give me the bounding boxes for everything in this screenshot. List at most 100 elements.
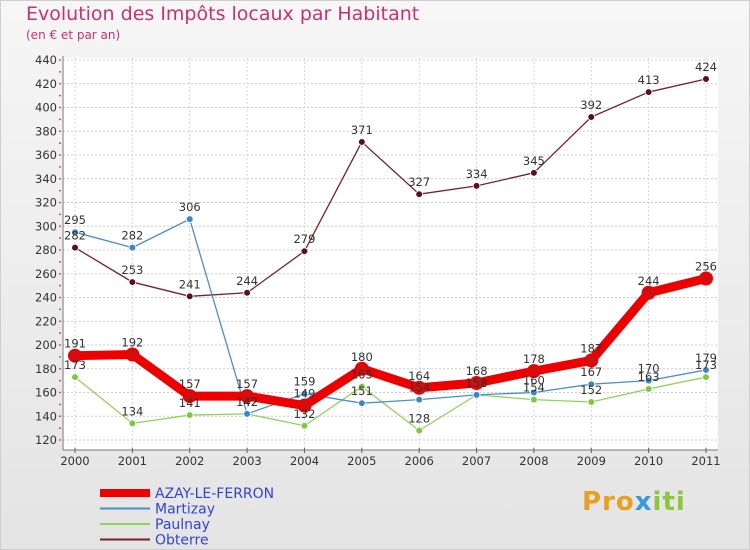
data-label: 191 — [64, 337, 86, 351]
axis-dot — [59, 415, 61, 418]
y-tick-label: 400 — [35, 101, 57, 115]
axis-dot — [59, 154, 61, 156]
data-label: 253 — [121, 263, 143, 277]
data-label: 167 — [580, 365, 602, 379]
axis-dot — [59, 284, 61, 287]
data-label: 151 — [351, 384, 373, 398]
axis-dot — [59, 344, 61, 346]
y-tick-label: 240 — [35, 291, 57, 305]
data-label: 154 — [408, 381, 430, 395]
series-line-obterre — [74, 78, 707, 297]
axis-dot — [59, 355, 61, 358]
data-label: 282 — [64, 229, 86, 243]
data-point — [644, 88, 653, 96]
data-point — [300, 389, 309, 398]
data-point — [358, 399, 366, 407]
x-tick-label: 2001 — [118, 454, 147, 468]
data-point — [469, 376, 484, 390]
data-point — [584, 353, 599, 368]
data-label: 141 — [179, 396, 201, 410]
series-line-martizay — [74, 218, 707, 415]
axis-dot — [59, 237, 61, 240]
axes: 120 140 160 180 200 220 240 260 280 300 320 340 360 3… — [35, 53, 721, 468]
legend-label: Paulnay — [155, 517, 210, 533]
x-tick-label: 2004 — [290, 454, 319, 468]
data-label: 134 — [121, 404, 143, 418]
data-point — [68, 348, 82, 363]
data-label: 164 — [408, 369, 430, 383]
data-label: 157 — [236, 377, 258, 391]
axis-dot — [59, 249, 61, 251]
series-line-paulnay — [74, 376, 707, 432]
axis-dot — [59, 82, 61, 85]
data-label: 163 — [638, 370, 660, 384]
y-tick-label: 340 — [35, 172, 57, 186]
axis-dot — [59, 59, 61, 61]
data-point — [530, 388, 538, 397]
data-label: 170 — [638, 362, 660, 376]
data-point — [587, 113, 596, 121]
x-tick-label: 2005 — [347, 454, 376, 468]
axis-dot — [59, 308, 61, 311]
legend-label: AZAY-LE-FERRON — [155, 486, 274, 502]
data-label: 187 — [580, 341, 602, 355]
data-label: 168 — [466, 364, 488, 378]
y-tick-label: 220 — [35, 314, 57, 328]
data-point — [243, 288, 251, 297]
data-point — [71, 373, 79, 381]
data-label: 371 — [351, 123, 373, 137]
data-label: 149 — [293, 387, 315, 401]
legend-label: Martizay — [155, 502, 215, 518]
data-label: 132 — [293, 407, 315, 421]
data-point — [587, 398, 596, 406]
axis-dot — [59, 106, 61, 109]
data-label: 128 — [408, 412, 430, 426]
data-point — [185, 292, 194, 301]
axis-dot — [59, 439, 61, 441]
y-tick-label: 440 — [35, 53, 57, 67]
data-point — [472, 391, 481, 399]
data-point — [243, 410, 251, 418]
chart-title: Evolution des Impôts locaux par Habitant — [26, 3, 420, 25]
data-label: 142 — [236, 395, 258, 409]
axis-dot — [59, 142, 61, 145]
data-point — [699, 271, 713, 286]
data-label: 165 — [351, 368, 373, 382]
axis-dot — [59, 225, 61, 228]
data-label: 424 — [695, 60, 717, 74]
y-tick-label: 420 — [35, 77, 57, 91]
data-label: 256 — [695, 260, 717, 274]
grid-lines — [63, 58, 718, 450]
data-label: 142 — [236, 395, 258, 409]
axis-dot — [59, 391, 61, 394]
data-label: 173 — [695, 358, 717, 372]
data-label: 345 — [523, 154, 545, 168]
data-point — [185, 411, 194, 419]
y-tick-label: 320 — [35, 196, 57, 210]
x-tick-label: 2002 — [175, 454, 204, 468]
data-point — [702, 366, 710, 374]
data-point — [128, 243, 137, 252]
y-tick-label: 160 — [35, 386, 57, 400]
axis-dot — [59, 130, 61, 133]
data-point — [530, 169, 538, 177]
data-point — [185, 215, 194, 223]
data-label: 158 — [466, 376, 488, 390]
data-label: 244 — [236, 274, 258, 288]
data-point — [128, 278, 137, 286]
data-label: 158 — [466, 376, 488, 390]
data-label: 295 — [64, 213, 86, 227]
data-label: 392 — [580, 98, 602, 112]
data-label: 157 — [179, 377, 201, 391]
x-tick-label: 2009 — [577, 454, 606, 468]
data-label: 159 — [293, 375, 315, 389]
axis-dot — [59, 118, 61, 121]
data-point — [702, 373, 710, 381]
data-point — [240, 389, 255, 404]
axis-dot — [59, 201, 61, 204]
data-point — [526, 364, 541, 379]
data-label: 180 — [351, 350, 373, 364]
data-label: 241 — [179, 277, 201, 291]
data-point — [354, 361, 369, 376]
